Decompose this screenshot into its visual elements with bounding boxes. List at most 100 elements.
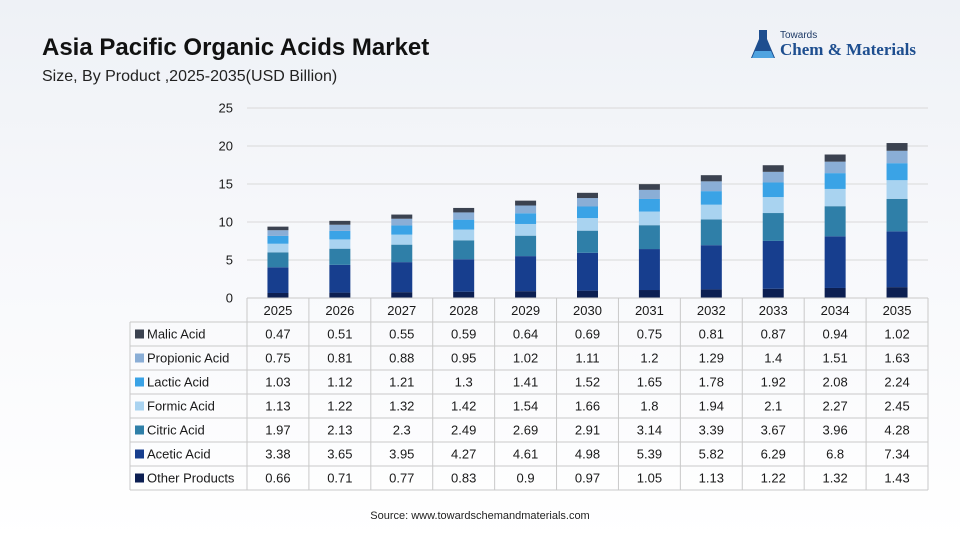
bar-segment [700,181,722,192]
bar-segment [391,218,413,226]
data-label: 3.96 [822,423,847,438]
legend-label: Acetic Acid [147,447,211,462]
y-tick-label: 5 [226,253,233,268]
data-label: 0.83 [451,471,476,486]
data-label: 1.63 [884,351,909,366]
bar-segment [577,230,598,253]
data-label: 0.9 [517,471,535,486]
data-label: 0.64 [513,327,538,342]
bar-segment [762,165,784,172]
data-label: 1.13 [699,471,724,486]
data-label: 1.13 [265,399,290,414]
data-label: 1.32 [822,471,847,486]
data-label: 0.81 [327,351,352,366]
bar-segment [638,211,660,226]
data-label: 1.42 [451,399,476,414]
bar-segment [577,192,598,199]
x-tick-label: 2026 [325,303,354,318]
data-label: 1.05 [637,471,662,486]
data-label: 0.88 [389,351,414,366]
data-label: 0.47 [265,327,290,342]
bar-segment [329,264,351,293]
x-tick-label: 2031 [635,303,664,318]
bar-segment [700,191,722,205]
data-label: 1.8 [640,399,658,414]
data-label: 1.11 [575,351,599,366]
data-label: 1.51 [822,351,847,366]
bar-segment [391,234,413,245]
bar-segment [391,292,413,298]
bar-segment [453,291,475,298]
bar-segment [453,219,475,230]
bar-segment [577,290,598,298]
bar-segment [886,198,908,232]
data-label: 1.3 [455,375,473,390]
data-label: 0.95 [451,351,476,366]
data-label: 4.61 [513,447,538,462]
bar-segment [453,229,475,241]
data-label: 2.13 [327,423,352,438]
bar-segment [267,230,289,236]
data-label: 1.78 [699,375,724,390]
data-label: 1.97 [265,423,290,438]
bar-segment [824,188,846,207]
data-label: 6.29 [761,447,786,462]
data-label: 1.22 [761,471,786,486]
data-label: 1.03 [265,375,290,390]
data-label: 0.71 [327,471,352,486]
data-label: 3.39 [699,423,724,438]
bar-segment [762,171,784,183]
bar-segment [577,198,598,207]
bar-segment [329,220,351,225]
data-label: 2.3 [393,423,411,438]
bar-segment [700,175,722,182]
bar-segment [329,230,351,240]
data-label: 4.98 [575,447,600,462]
y-tick-label: 25 [219,101,233,116]
legend-swatch [135,329,144,339]
legend-swatch [135,473,144,483]
bar-segment [762,182,784,198]
data-label: 1.21 [389,375,414,390]
data-label: 1.32 [389,399,414,414]
logo-big-text: Chem & Materials [780,40,916,59]
bar-segment [515,205,537,214]
data-label: 1.2 [640,351,658,366]
data-label: 0.69 [575,327,600,342]
bar-segment [638,290,660,298]
data-label: 0.94 [822,327,847,342]
y-tick-label: 15 [219,177,233,192]
bar-segment [515,291,537,298]
bar-segment [824,154,846,162]
bar-segment [329,248,351,265]
data-label: 1.43 [884,471,909,486]
data-label: 0.55 [389,327,414,342]
data-label: 0.75 [265,351,290,366]
data-label: 1.65 [637,375,662,390]
legend-swatch [135,401,144,411]
data-label: 4.28 [884,423,909,438]
bar-segment [700,204,722,220]
bar-segment [267,267,289,293]
bar-segment [453,212,475,220]
data-label: 0.81 [699,327,724,342]
data-label: 2.24 [884,375,909,390]
bar-segment [824,287,846,298]
logo-small-text: Towards [780,30,818,41]
data-label: 2.49 [451,423,476,438]
bar-segment [391,214,413,219]
bar-segment [267,292,289,298]
data-label: 4.27 [451,447,476,462]
legend-label: Citric Acid [147,423,205,438]
x-tick-label: 2028 [449,303,478,318]
x-tick-label: 2032 [697,303,726,318]
bar-segment [515,200,537,206]
y-tick-label: 10 [219,215,233,230]
data-label: 1.52 [575,375,600,390]
bar-segment [329,239,351,249]
data-label: 3.14 [637,423,662,438]
x-tick-label: 2035 [883,303,912,318]
bar-segment [515,223,537,236]
bar-segment [267,243,289,253]
data-label: 2.27 [822,399,847,414]
